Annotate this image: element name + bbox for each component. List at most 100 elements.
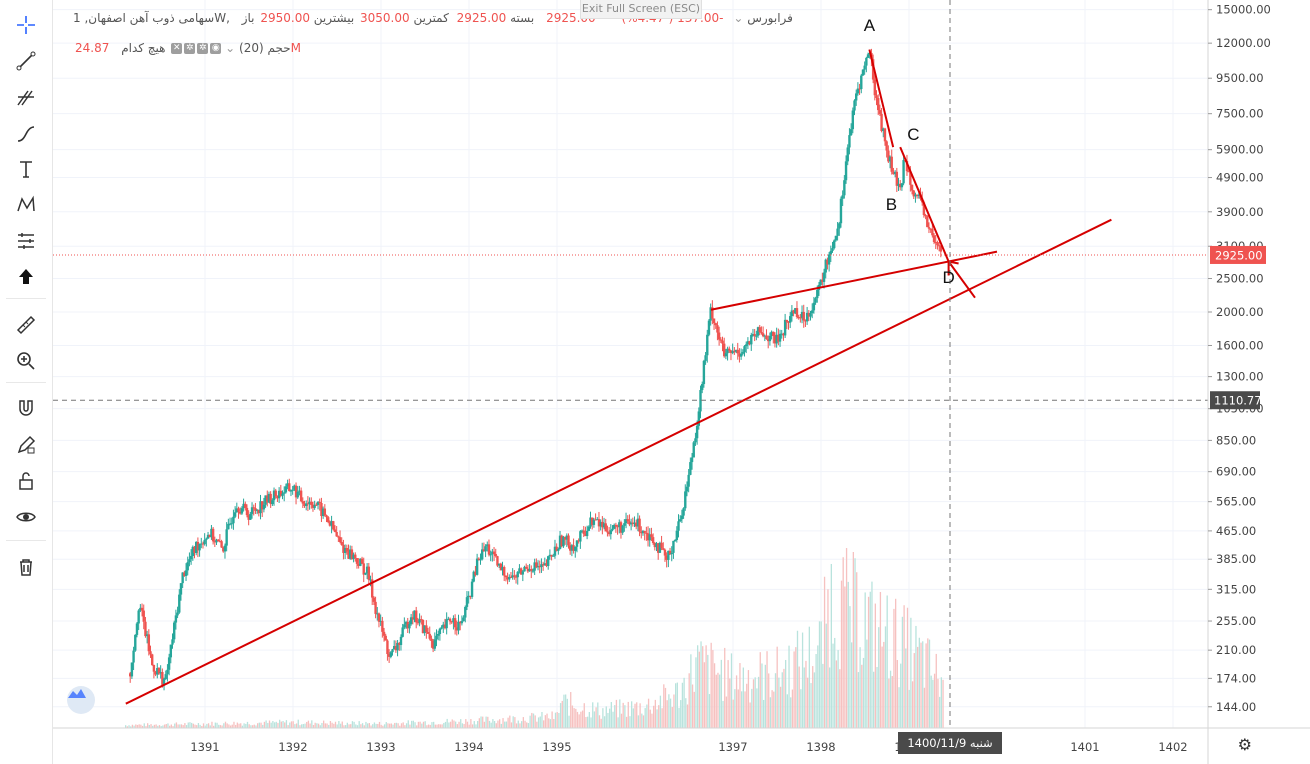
candle-body — [403, 624, 406, 628]
volume-bar — [172, 726, 174, 728]
volume-bar — [928, 639, 931, 728]
volume-bar — [925, 643, 927, 728]
candle-body — [856, 88, 860, 94]
volume-title[interactable]: حجم (20) — [239, 41, 291, 55]
settings-icon[interactable]: ✲ — [184, 43, 196, 54]
ruler-icon[interactable] — [8, 310, 44, 340]
volume-bar — [466, 721, 469, 728]
pitchfork-icon[interactable] — [8, 82, 44, 112]
arrow-up-icon[interactable] — [8, 262, 44, 292]
candle-body — [875, 95, 878, 99]
volume-bar — [869, 591, 871, 728]
volume-bar — [228, 724, 230, 728]
candle-body — [327, 517, 330, 523]
chevron-down-icon[interactable]: ⌄ — [225, 41, 236, 55]
unlock-icon[interactable] — [8, 466, 44, 496]
close-label: بسته — [510, 11, 535, 25]
volume-bar — [697, 645, 699, 728]
candle-body — [217, 539, 220, 542]
close-icon[interactable]: ✕ — [171, 43, 183, 54]
volume-bar — [676, 682, 678, 728]
candle-body — [426, 632, 430, 634]
volume-bar — [622, 702, 624, 728]
candle-body — [746, 341, 750, 345]
candle-body — [601, 521, 604, 528]
forecast-icon[interactable] — [8, 226, 44, 256]
volume-bar — [461, 723, 464, 728]
candle-body — [315, 504, 318, 506]
volume-bar — [165, 724, 167, 728]
chart-settings-gear-icon[interactable]: ⚙ — [1237, 735, 1252, 754]
volume-bar — [527, 723, 530, 728]
candle-body — [797, 316, 800, 318]
exit-fullscreen-button[interactable]: Exit Full Screen (ESC) — [580, 0, 702, 19]
volume-bar — [603, 716, 606, 728]
eye-icon[interactable]: ◉ — [210, 43, 222, 54]
candle-body — [574, 546, 577, 551]
candle-body — [235, 508, 239, 513]
pattern-icon[interactable] — [8, 190, 44, 220]
volume-bar — [355, 724, 357, 728]
zoom-in-icon[interactable] — [8, 346, 44, 376]
gear-icon[interactable]: ✲ — [197, 43, 209, 54]
candle-body — [421, 620, 425, 634]
trash-icon[interactable] — [8, 552, 44, 582]
candle-body — [858, 88, 861, 90]
volume-bar — [631, 701, 633, 728]
eye-icon[interactable] — [8, 502, 44, 532]
candle-body — [308, 501, 311, 504]
volume-bar — [729, 678, 731, 728]
volume-bar — [752, 679, 755, 728]
volume-bar — [812, 666, 814, 728]
candle-body — [457, 621, 460, 631]
candle-body — [672, 540, 675, 553]
candle-body — [712, 318, 716, 324]
candle-body — [330, 521, 333, 526]
candle-body — [575, 540, 579, 547]
tradingview-logo-icon[interactable] — [67, 686, 95, 714]
volume-bar — [861, 664, 863, 728]
volume-bar — [443, 722, 445, 728]
chart-area[interactable]: A B C D 15000.00 12000.00 9500.00 7500.00 5900.0… — [53, 0, 1310, 764]
candle-body — [545, 563, 548, 566]
candle-body — [939, 245, 943, 252]
candle-body — [389, 652, 393, 657]
candle-body — [802, 311, 805, 321]
volume-bar — [187, 722, 189, 728]
candle-body — [352, 554, 355, 559]
volume-bar — [517, 720, 519, 728]
crosshair-icon[interactable] — [8, 10, 44, 40]
volume-bar — [135, 724, 137, 728]
candle-body — [670, 552, 673, 555]
time-tick-label: 1392 — [278, 740, 307, 754]
price-tick-label: 7500.00 — [1216, 107, 1264, 121]
price-tick-label: 174.00 — [1216, 671, 1256, 685]
volume-bar — [284, 722, 286, 728]
chevron-down-icon[interactable]: ⌄ — [733, 11, 744, 25]
volume-bar — [360, 724, 362, 728]
candle-body — [497, 563, 501, 566]
volume-bar — [549, 719, 552, 728]
brush-icon[interactable] — [8, 118, 44, 148]
candle-body — [890, 156, 893, 172]
candle-body — [677, 521, 680, 531]
volume-bar — [125, 725, 127, 728]
volume-bar — [822, 663, 824, 728]
candle-body — [915, 194, 919, 196]
price-chart-svg[interactable]: A B C D 15000.00 12000.00 9500.00 7500.00 5900.0… — [53, 0, 1310, 764]
text-icon[interactable] — [8, 154, 44, 184]
volume-bar — [191, 722, 193, 728]
candle-body — [205, 538, 208, 540]
candle-body — [602, 523, 606, 528]
symbol-title[interactable]: سهامی ذوب آهن اصفهان, 1W, فرابورس — [73, 11, 793, 25]
trendline-icon[interactable] — [8, 46, 44, 76]
candle-body — [745, 344, 748, 347]
magnet-icon[interactable] — [8, 394, 44, 424]
volume-bar — [155, 724, 157, 728]
candle-body — [257, 509, 261, 514]
candle-body — [311, 504, 315, 508]
volume-bar — [932, 679, 934, 728]
lock-pencil-icon[interactable] — [8, 430, 44, 460]
candle-body — [132, 650, 135, 663]
candle-body — [871, 59, 875, 80]
